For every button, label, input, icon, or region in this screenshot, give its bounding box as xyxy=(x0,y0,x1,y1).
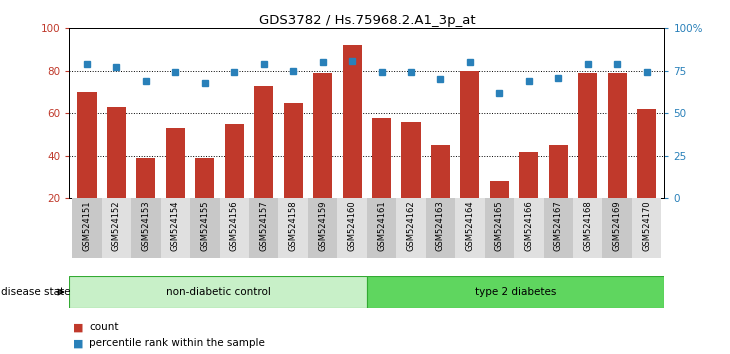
Text: GSM524168: GSM524168 xyxy=(583,201,592,251)
Text: ■: ■ xyxy=(73,322,83,332)
Text: GSM524159: GSM524159 xyxy=(318,201,327,251)
Text: GSM524165: GSM524165 xyxy=(495,201,504,251)
Bar xyxy=(337,198,366,258)
Bar xyxy=(490,181,509,198)
Bar xyxy=(544,198,573,258)
Bar xyxy=(514,198,544,258)
Bar xyxy=(456,198,485,258)
Text: GSM524156: GSM524156 xyxy=(230,201,239,251)
Bar xyxy=(402,122,420,198)
Bar xyxy=(396,198,426,258)
Bar xyxy=(249,198,278,258)
Text: GSM524151: GSM524151 xyxy=(82,201,91,251)
Text: GSM524158: GSM524158 xyxy=(288,201,298,251)
Bar xyxy=(195,158,215,198)
Bar xyxy=(107,107,126,198)
Bar xyxy=(602,198,632,258)
Text: GSM524160: GSM524160 xyxy=(347,201,356,251)
Text: percentile rank within the sample: percentile rank within the sample xyxy=(89,338,265,348)
Text: GSM524162: GSM524162 xyxy=(407,201,415,251)
Text: GSM524167: GSM524167 xyxy=(554,201,563,251)
Bar xyxy=(313,73,332,198)
Bar xyxy=(77,92,96,198)
Bar xyxy=(225,124,244,198)
Bar xyxy=(342,45,361,198)
Text: GSM524161: GSM524161 xyxy=(377,201,386,251)
Bar xyxy=(166,128,185,198)
Bar xyxy=(366,198,396,258)
Bar xyxy=(161,198,190,258)
Bar xyxy=(637,109,656,198)
Bar xyxy=(549,145,568,198)
Bar xyxy=(254,86,273,198)
Text: GSM524155: GSM524155 xyxy=(200,201,210,251)
Text: GSM524170: GSM524170 xyxy=(642,201,651,251)
Text: GSM524166: GSM524166 xyxy=(524,201,534,251)
Text: GSM524169: GSM524169 xyxy=(612,201,622,251)
Text: GSM524153: GSM524153 xyxy=(142,201,150,251)
Bar xyxy=(278,198,308,258)
Bar xyxy=(426,198,456,258)
Bar xyxy=(519,152,539,198)
Bar xyxy=(372,118,391,198)
Bar xyxy=(101,198,131,258)
Bar xyxy=(607,73,627,198)
Bar xyxy=(367,276,664,308)
Bar xyxy=(461,71,480,198)
Text: GSM524164: GSM524164 xyxy=(466,201,474,251)
Bar xyxy=(220,198,249,258)
Bar xyxy=(72,198,101,258)
Text: GSM524152: GSM524152 xyxy=(112,201,121,251)
Text: disease state: disease state xyxy=(1,287,70,297)
Bar xyxy=(190,198,220,258)
Text: GSM524163: GSM524163 xyxy=(436,201,445,251)
Text: GSM524157: GSM524157 xyxy=(259,201,268,251)
Text: count: count xyxy=(89,322,118,332)
Text: GDS3782 / Hs.75968.2.A1_3p_at: GDS3782 / Hs.75968.2.A1_3p_at xyxy=(258,14,475,27)
Bar xyxy=(578,73,597,198)
Bar xyxy=(284,103,303,198)
Text: GSM524154: GSM524154 xyxy=(171,201,180,251)
Text: non-diabetic control: non-diabetic control xyxy=(166,287,271,297)
Text: type 2 diabetes: type 2 diabetes xyxy=(475,287,556,297)
Bar xyxy=(69,276,367,308)
Bar xyxy=(485,198,514,258)
Text: ■: ■ xyxy=(73,338,83,348)
Bar xyxy=(632,198,661,258)
Bar xyxy=(131,198,161,258)
Bar xyxy=(573,198,602,258)
Bar xyxy=(308,198,337,258)
Bar xyxy=(431,145,450,198)
Bar xyxy=(137,158,155,198)
